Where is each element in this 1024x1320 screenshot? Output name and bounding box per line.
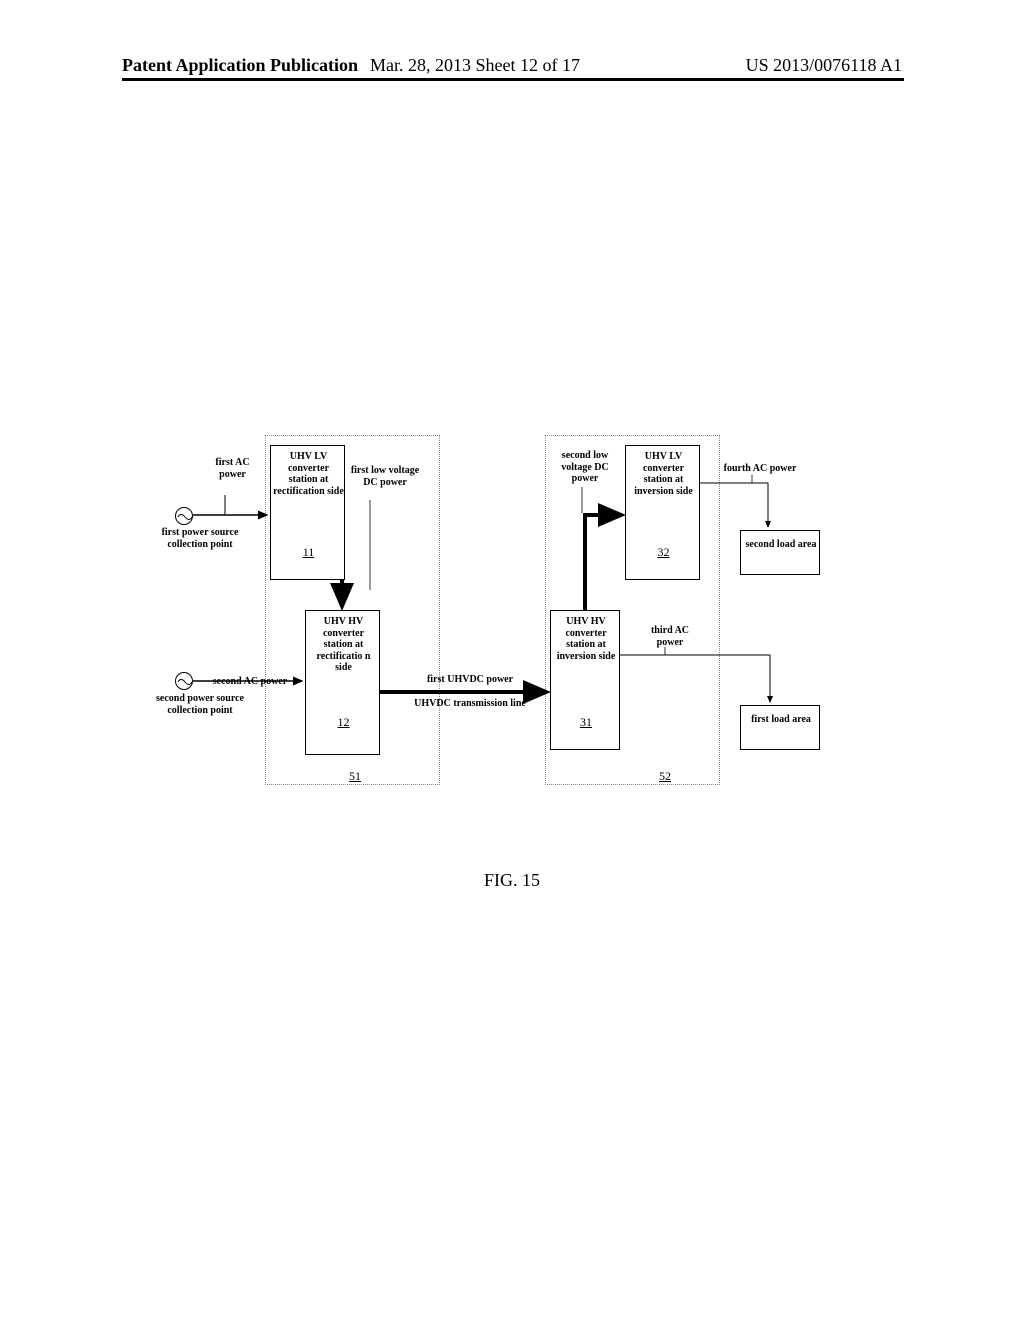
diagram-arrows — [175, 435, 835, 805]
figure-caption: FIG. 15 — [0, 870, 1024, 891]
header-right: US 2013/0076118 A1 — [746, 55, 902, 76]
header-center: Mar. 28, 2013 Sheet 12 of 17 — [370, 55, 580, 76]
uhvdc-diagram: 51 52 UHV LV converter station at rectif… — [175, 435, 835, 835]
header-left: Patent Application Publication — [122, 55, 358, 76]
header-rule — [122, 78, 904, 81]
page-header: Patent Application Publication Mar. 28, … — [0, 55, 1024, 76]
